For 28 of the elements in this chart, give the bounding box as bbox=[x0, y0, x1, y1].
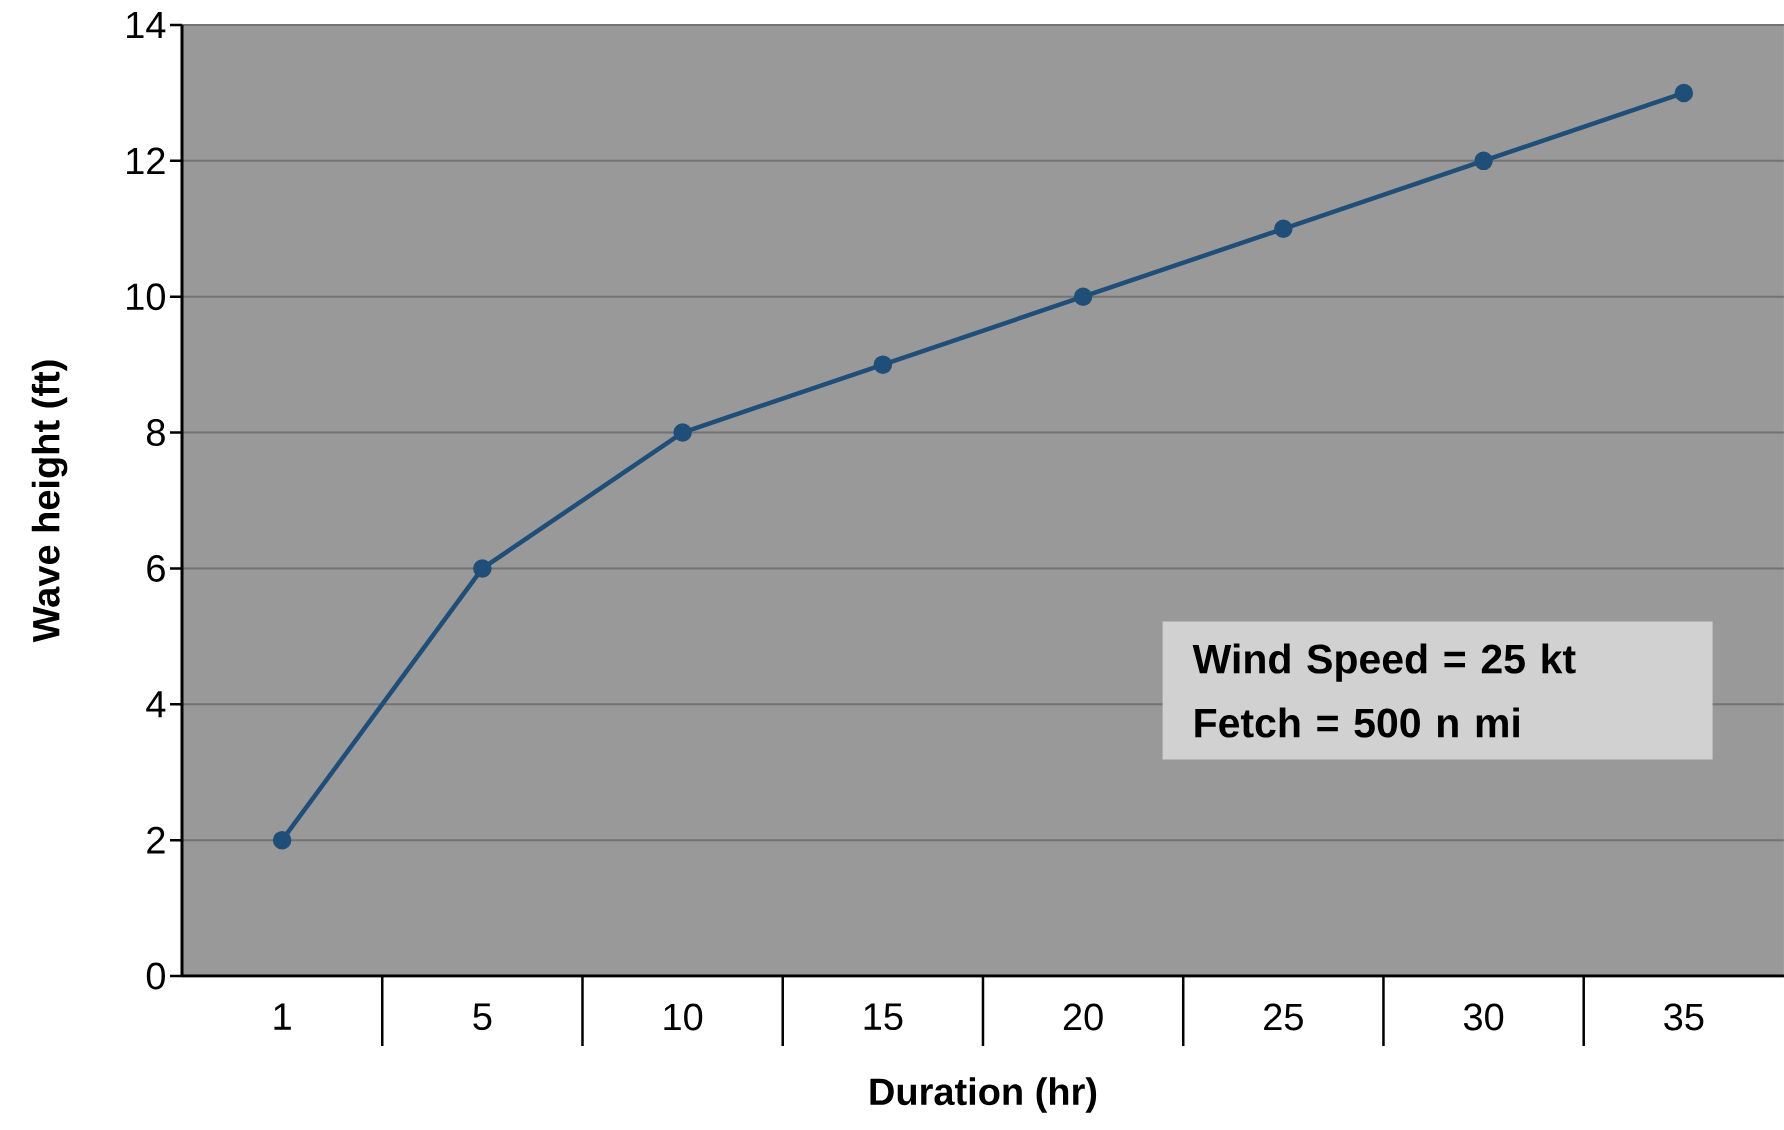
y-tick-label: 0 bbox=[146, 962, 165, 990]
annotation: Fetch = 500 n mi bbox=[1195, 707, 1519, 738]
point bbox=[473, 559, 492, 578]
y-axis-title: Wave height (ft) bbox=[31, 360, 68, 643]
point bbox=[673, 423, 692, 442]
x-tick-label: 35 bbox=[1664, 1003, 1704, 1031]
x-tick-label: 1 bbox=[274, 1003, 291, 1030]
y-tick-label: 12 bbox=[127, 147, 165, 175]
x-tick-label: 30 bbox=[1463, 1003, 1504, 1031]
y-tick-label: 10 bbox=[127, 283, 165, 311]
x-tick-label: 5 bbox=[473, 1003, 492, 1031]
x-tick-label: 20 bbox=[1063, 1003, 1103, 1031]
point bbox=[1274, 219, 1293, 239]
point bbox=[1073, 287, 1093, 306]
x-tick-label: 25 bbox=[1264, 1003, 1303, 1031]
y-tick-label: 14 bbox=[127, 11, 166, 39]
point bbox=[873, 355, 893, 374]
annotation: Wind Speed = 25 kt bbox=[1192, 643, 1576, 682]
y-tick-label: 4 bbox=[146, 691, 166, 718]
y-tick-label: 6 bbox=[147, 554, 165, 582]
y-tick-label: 8 bbox=[146, 419, 165, 447]
point bbox=[272, 830, 292, 850]
point bbox=[1674, 83, 1694, 103]
x-axis-title: Duration (hr) bbox=[870, 1077, 1097, 1113]
point bbox=[1474, 151, 1493, 171]
x-tick-label: 10 bbox=[664, 1003, 703, 1031]
y-tick-label: 2 bbox=[147, 826, 165, 854]
x-tick-label: 15 bbox=[864, 1003, 903, 1031]
